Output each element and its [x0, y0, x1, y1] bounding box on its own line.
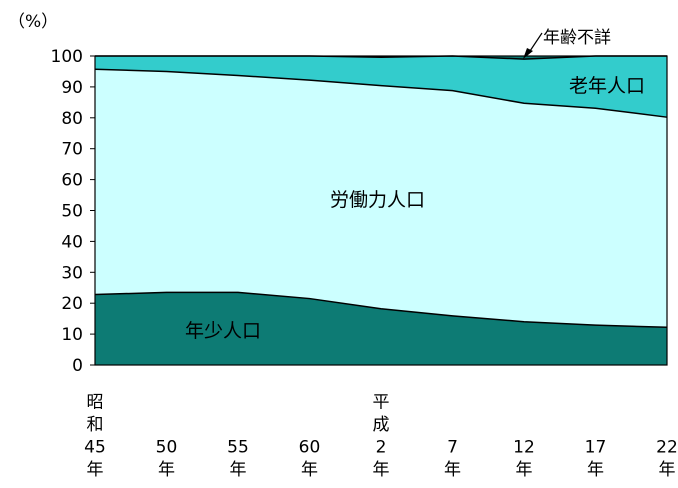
y-tick-label: 0: [72, 356, 83, 376]
x-tick-label: 22: [656, 438, 678, 458]
x-tick-label: 成: [373, 415, 390, 435]
x-tick-label: 年: [516, 460, 533, 480]
y-axis: 0 10 20 30 40 50 60 70 80 90 100: [51, 47, 95, 376]
x-tick-label: 55: [227, 438, 249, 458]
x-tick-label: 年: [158, 460, 175, 480]
series-boundary-0: [94, 291, 668, 329]
y-tick-label: 50: [61, 202, 83, 222]
x-tick-label: 和: [87, 415, 104, 435]
x-tick-label: 12: [513, 438, 535, 458]
x-tick-label: 45: [84, 438, 106, 458]
x-tick-label: 60: [299, 438, 321, 458]
x-tick-label: 年: [301, 460, 318, 480]
annotation-label: 年齢不詳: [543, 28, 611, 48]
x-tick-label: 年: [230, 460, 247, 480]
x-tick-label: 年: [373, 460, 390, 480]
x-tick-label: 17: [585, 438, 607, 458]
area-label-working: 労働力人口: [330, 189, 425, 211]
y-tick-label: 70: [61, 140, 83, 160]
x-tick-label: 昭: [87, 393, 104, 413]
y-tick-label: 100: [51, 47, 83, 67]
x-tick-label: 年: [587, 460, 604, 480]
y-tick-label: 20: [61, 294, 83, 314]
y-tick-label: 60: [61, 171, 83, 191]
area-label-layer: 年少人口 労働力人口 老年人口: [185, 75, 645, 342]
area-series-1: [95, 69, 667, 328]
x-tick-label: 2: [376, 438, 387, 458]
x-tick-label: 年: [659, 460, 676, 480]
annotation-arrowhead: [523, 48, 533, 59]
series-boundary-1: [94, 68, 668, 118]
y-tick-label: 80: [61, 109, 83, 129]
area-layer: [95, 56, 667, 365]
y-unit-label: （%）: [8, 12, 58, 32]
x-tick-label: 7: [447, 438, 458, 458]
area-series-0: [95, 292, 667, 365]
y-tick-label: 30: [61, 263, 83, 283]
x-tick-label: 50: [156, 438, 178, 458]
area-label-young: 年少人口: [185, 320, 261, 342]
area-label-elderly: 老年人口: [569, 75, 645, 97]
x-tick-label: 平: [373, 393, 390, 413]
x-tick-label: 年: [444, 460, 461, 480]
y-tick-label: 10: [61, 325, 83, 345]
y-tick-label: 90: [61, 78, 83, 98]
unknown-age-annotation: 年齢不詳: [523, 28, 611, 59]
y-tick-label: 40: [61, 232, 83, 252]
x-tick-label: 年: [87, 460, 104, 480]
area-series-2: [95, 56, 667, 118]
